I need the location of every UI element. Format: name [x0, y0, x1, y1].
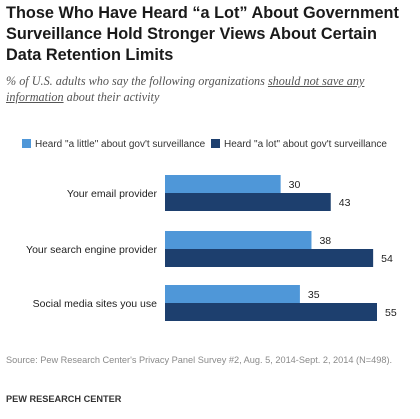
value-label-1-1: 30 [289, 179, 301, 191]
value-label-2-1: 43 [339, 197, 351, 209]
value-label-1-3: 35 [308, 289, 320, 301]
chart-subtitle: % of U.S. adults who say the following o… [6, 73, 414, 105]
bar-2-2 [165, 249, 374, 267]
bar-2-1 [165, 193, 331, 211]
bar-1-3 [165, 285, 300, 303]
chart-title: Those Who Have Heard “a Lot” About Gover… [6, 4, 399, 64]
legend-label-1: Heard "a little" about gov't surveillanc… [35, 139, 206, 150]
subtitle-text-post: about their activity [63, 90, 160, 104]
source-note: Source: Pew Research Center's Privacy Pa… [6, 355, 393, 365]
legend-swatch-1 [22, 139, 31, 148]
bar-1-1 [165, 175, 281, 193]
subtitle-text-pre: % of U.S. adults who say the following o… [6, 74, 268, 88]
legend-label-2: Heard "a lot" about gov't surveillance [224, 139, 387, 150]
legend-swatch-2 [211, 139, 220, 148]
value-label-2-3: 55 [385, 307, 397, 319]
value-label-1-2: 38 [319, 235, 331, 247]
category-label-3: Social media sites you use [33, 298, 157, 310]
subtitle-text-underlined: should not save any information [6, 74, 365, 104]
category-label-1: Your email provider [67, 188, 158, 200]
value-label-2-2: 54 [381, 253, 393, 265]
bar-2-3 [165, 303, 377, 321]
bar-chart: Heard "a little" about gov't surveillanc… [22, 139, 397, 321]
category-label-2: Your search engine provider [26, 244, 157, 256]
credit-line: PEW RESEARCH CENTER [6, 394, 122, 404]
bar-1-2 [165, 231, 312, 249]
